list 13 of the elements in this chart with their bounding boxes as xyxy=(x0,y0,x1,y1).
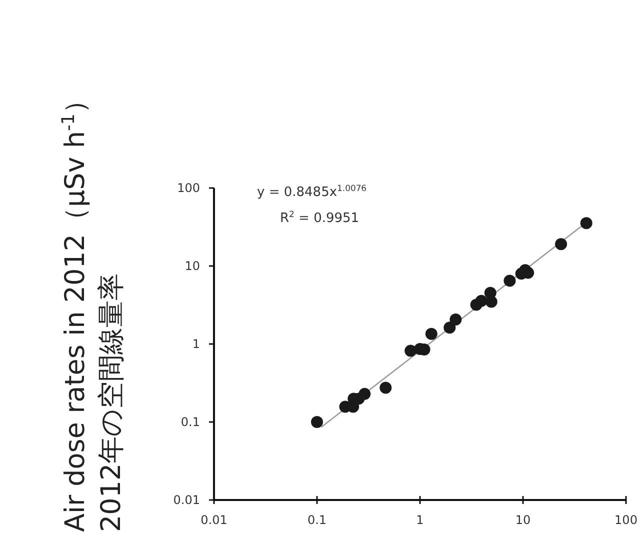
y-tick-label: 0.01 xyxy=(173,493,200,507)
annotation: y = 0.8485x$^{1.0076}$ xyxy=(257,183,367,200)
annotation: R$^{2}$ = 0.9951 xyxy=(280,209,360,226)
y-tick-label: 0.1 xyxy=(180,415,200,429)
y-tick-label: 1 xyxy=(192,337,200,351)
x-tick-label: 1 xyxy=(416,513,424,527)
x-tick-label: 0.1 xyxy=(307,513,327,527)
x-tick-label: 10 xyxy=(515,513,531,527)
y-tick-label: 10 xyxy=(184,259,200,273)
x-tick-label: 0.01 xyxy=(200,513,228,527)
x-tick-label: 100 xyxy=(614,513,638,527)
text: 2012年の空間線量率 xyxy=(96,273,127,532)
y-tick-label: 100 xyxy=(177,181,200,195)
